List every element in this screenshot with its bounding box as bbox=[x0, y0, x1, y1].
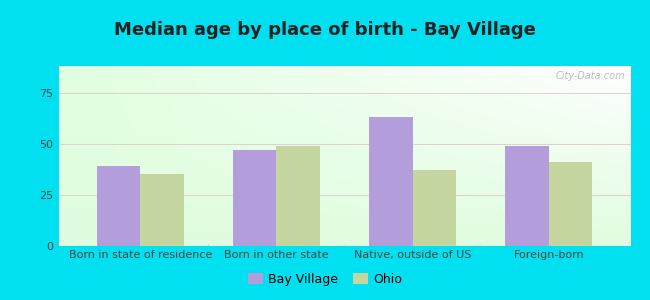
Bar bbox=[97, 166, 140, 246]
Legend: Bay Village, Ohio: Bay Village, Ohio bbox=[243, 268, 407, 291]
Bar bbox=[413, 170, 456, 246]
Bar bbox=[276, 146, 320, 246]
Bar bbox=[505, 146, 549, 246]
Bar bbox=[549, 162, 592, 246]
Bar bbox=[140, 174, 184, 246]
Text: Median age by place of birth - Bay Village: Median age by place of birth - Bay Villa… bbox=[114, 21, 536, 39]
Text: City-Data.com: City-Data.com bbox=[555, 71, 625, 81]
Bar bbox=[369, 117, 413, 246]
Bar bbox=[233, 150, 276, 246]
